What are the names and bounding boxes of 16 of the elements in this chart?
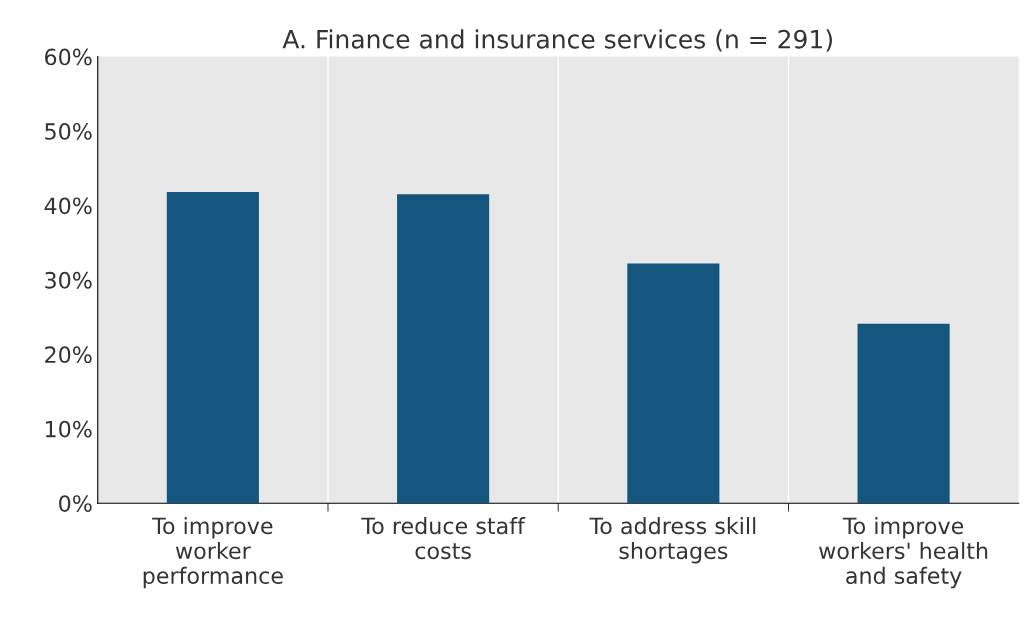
x-tick-label: To address skill shortages <box>589 517 756 564</box>
y-tick-label: 20% <box>45 346 92 364</box>
bar <box>857 323 950 504</box>
y-tick-label: 30% <box>45 271 92 289</box>
y-tick-label: 60% <box>45 48 92 66</box>
y-tick-label: 10% <box>45 420 92 438</box>
bar <box>627 263 720 504</box>
y-tick-label: 0% <box>59 495 92 512</box>
chart-title: A. Finance and insurance services (n = 291) <box>282 29 832 52</box>
x-tick-label: To improve workers' health and safety <box>819 517 988 589</box>
y-tick-label: 40% <box>44 197 92 215</box>
x-tick-label: To reduce staff costs <box>361 517 526 560</box>
x-tick-label: To improve worker performance <box>143 517 283 589</box>
y-tick-label: 50% <box>45 122 92 140</box>
bar <box>397 194 490 504</box>
bar <box>166 192 259 504</box>
